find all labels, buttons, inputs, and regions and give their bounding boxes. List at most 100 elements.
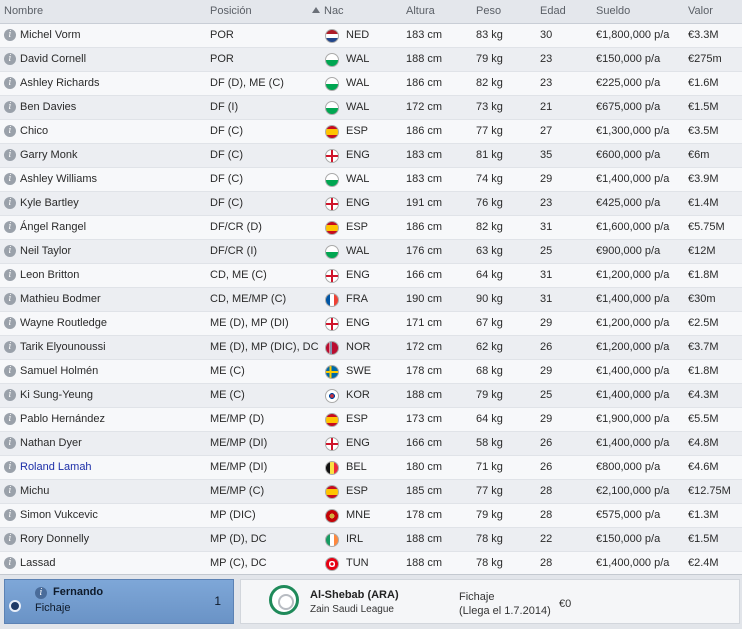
info-icon[interactable]: i <box>4 509 16 521</box>
table-row[interactable]: i Rory Donnelly MP (D), DC IRL 188 cm 78 kg 22… <box>0 528 742 552</box>
info-icon[interactable]: i <box>4 29 16 41</box>
table-row[interactable]: i David Cornell POR WAL 188 cm 79 kg 23 €150,00… <box>0 48 742 72</box>
club-name[interactable]: Al-Shebab (ARA) <box>310 589 399 601</box>
player-nationality[interactable]: NED <box>346 29 370 41</box>
player-nationality[interactable]: ENG <box>346 197 370 209</box>
table-row[interactable]: i Leon Britton CD, ME (C) ENG 166 cm 64 kg 31 €… <box>0 264 742 288</box>
player-nationality[interactable]: SWE <box>346 365 372 377</box>
player-name[interactable]: Ashley Richards <box>20 77 100 89</box>
info-icon[interactable]: i <box>4 269 16 281</box>
info-icon[interactable]: i <box>4 461 16 473</box>
club-crest-icon[interactable] <box>269 585 299 615</box>
info-icon[interactable]: i <box>4 293 16 305</box>
player-nationality[interactable]: WAL <box>346 101 370 113</box>
table-row[interactable]: i Simon Vukcevic MP (DIC) MNE 178 cm 79 kg 28 €… <box>0 504 742 528</box>
table-row[interactable]: i Ashley Williams DF (C) WAL 183 cm 74 kg 29 €1… <box>0 168 742 192</box>
player-nationality[interactable]: WAL <box>346 245 370 257</box>
table-row[interactable]: i Michu ME/MP (C) ESP 185 cm 77 kg 28 €2,100,00… <box>0 480 742 504</box>
col-header-position[interactable]: Posición <box>210 5 252 17</box>
player-nationality[interactable]: ENG <box>346 437 370 449</box>
player-name[interactable]: Roland Lamah <box>20 461 92 473</box>
player-nationality[interactable]: TUN <box>346 557 369 569</box>
info-icon[interactable]: i <box>4 221 16 233</box>
player-name[interactable]: Wayne Routledge <box>20 317 108 329</box>
selected-player-card[interactable]: i Fernando Fichaje 1 <box>4 579 234 624</box>
player-name[interactable]: Ben Davies <box>20 101 77 113</box>
table-row[interactable]: i Ángel Rangel DF/CR (D) ESP 186 cm 82 kg 31 €1… <box>0 216 742 240</box>
player-nationality[interactable]: ENG <box>346 149 370 161</box>
table-row[interactable]: i Pablo Hernández ME/MP (D) ESP 173 cm 64 kg 2… <box>0 408 742 432</box>
player-name[interactable]: Neil Taylor <box>20 245 72 257</box>
info-icon[interactable]: i <box>4 413 16 425</box>
player-name[interactable]: Tarik Elyounoussi <box>20 341 106 353</box>
info-icon[interactable]: i <box>4 197 16 209</box>
table-row[interactable]: i Neil Taylor DF/CR (I) WAL 176 cm 63 kg 25 €90… <box>0 240 742 264</box>
col-header-nationality[interactable]: Nac <box>324 5 344 17</box>
player-name[interactable]: Simon Vukcevic <box>20 509 98 521</box>
player-nationality[interactable]: ENG <box>346 317 370 329</box>
table-row[interactable]: i Ben Davies DF (I) WAL 172 cm 73 kg 21 €675,00… <box>0 96 742 120</box>
player-name[interactable]: Ángel Rangel <box>20 221 87 233</box>
player-name[interactable]: David Cornell <box>20 53 87 65</box>
table-row[interactable]: i Lassad MP (C), DC TUN 188 cm 78 kg 28 €1,400,… <box>0 552 742 576</box>
table-row[interactable]: i Tarik Elyounoussi ME (D), MP (DIC), DC NO… <box>0 336 742 360</box>
player-nationality[interactable]: ESP <box>346 413 369 425</box>
player-nationality[interactable]: IRL <box>346 533 364 545</box>
player-name[interactable]: Ki Sung-Yeung <box>20 389 93 401</box>
info-icon[interactable]: i <box>4 77 16 89</box>
table-row[interactable]: i Mathieu Bodmer CD, ME/MP (C) FRA 190 cm 90 … <box>0 288 742 312</box>
player-name[interactable]: Garry Monk <box>20 149 78 161</box>
player-name[interactable]: Leon Britton <box>20 269 80 281</box>
radio-selected-icon[interactable] <box>9 600 21 612</box>
info-icon[interactable]: i <box>4 53 16 65</box>
table-row[interactable]: i Ki Sung-Yeung ME (C) KOR 188 cm 79 kg 25 €1,4… <box>0 384 742 408</box>
player-nationality[interactable]: ENG <box>346 269 370 281</box>
info-icon[interactable]: i <box>4 533 16 545</box>
league-name[interactable]: Zain Saudi League <box>310 604 394 615</box>
info-icon[interactable]: i <box>4 365 16 377</box>
player-name[interactable]: Rory Donnelly <box>20 533 90 545</box>
info-icon[interactable]: i <box>4 125 16 137</box>
player-nationality[interactable]: KOR <box>346 389 370 401</box>
player-name[interactable]: Lassad <box>20 557 56 569</box>
player-name[interactable]: Mathieu Bodmer <box>20 293 101 305</box>
info-icon[interactable]: i <box>4 557 16 569</box>
player-name[interactable]: Pablo Hernández <box>20 413 106 425</box>
player-name[interactable]: Kyle Bartley <box>20 197 79 209</box>
info-icon[interactable]: i <box>4 245 16 257</box>
table-row[interactable]: i Samuel Holmén ME (C) SWE 178 cm 68 kg 29 €1,4… <box>0 360 742 384</box>
player-nationality[interactable]: MNE <box>346 509 371 521</box>
info-icon[interactable]: i <box>4 149 16 161</box>
col-header-height[interactable]: Altura <box>406 5 435 17</box>
player-name[interactable]: Ashley Williams <box>20 173 98 185</box>
player-nationality[interactable]: ESP <box>346 485 369 497</box>
player-name[interactable]: Michel Vorm <box>20 29 81 41</box>
table-row[interactable]: i Michel Vorm POR NED 183 cm 83 kg 30 €1,800,00… <box>0 24 742 48</box>
player-nationality[interactable]: FRA <box>346 293 368 305</box>
table-row[interactable]: i Ashley Richards DF (D), ME (C) WAL 186 cm 8… <box>0 72 742 96</box>
col-header-value[interactable]: Valor <box>688 5 713 17</box>
player-nationality[interactable]: BEL <box>346 461 367 473</box>
col-header-name[interactable]: Nombre <box>4 5 44 17</box>
player-nationality[interactable]: WAL <box>346 77 370 89</box>
col-header-age[interactable]: Edad <box>540 5 566 17</box>
player-nationality[interactable]: ESP <box>346 221 369 233</box>
table-row[interactable]: i Nathan Dyer ME/MP (DI) ENG 166 cm 58 kg 26 €1… <box>0 432 742 456</box>
player-name[interactable]: Chico <box>20 125 49 137</box>
info-icon[interactable]: i <box>35 587 47 599</box>
player-nationality[interactable]: WAL <box>346 173 370 185</box>
table-row[interactable]: i Wayne Routledge ME (D), MP (DI) ENG 171 cm… <box>0 312 742 336</box>
col-header-weight[interactable]: Peso <box>476 5 502 17</box>
info-icon[interactable]: i <box>4 101 16 113</box>
table-row[interactable]: i Roland Lamah ME/MP (DI) BEL 180 cm 71 kg 26 €… <box>0 456 742 480</box>
player-nationality[interactable]: ESP <box>346 125 369 137</box>
table-row[interactable]: i Garry Monk DF (C) ENG 183 cm 81 kg 35 €600,00… <box>0 144 742 168</box>
player-nationality[interactable]: WAL <box>346 53 370 65</box>
info-icon[interactable]: i <box>4 341 16 353</box>
info-icon[interactable]: i <box>4 173 16 185</box>
info-icon[interactable]: i <box>4 437 16 449</box>
table-row[interactable]: i Chico DF (C) ESP 186 cm 77 kg 27 €1,300,000 p… <box>0 120 742 144</box>
player-name[interactable]: Samuel Holmén <box>20 365 99 377</box>
info-icon[interactable]: i <box>4 485 16 497</box>
info-icon[interactable]: i <box>4 389 16 401</box>
